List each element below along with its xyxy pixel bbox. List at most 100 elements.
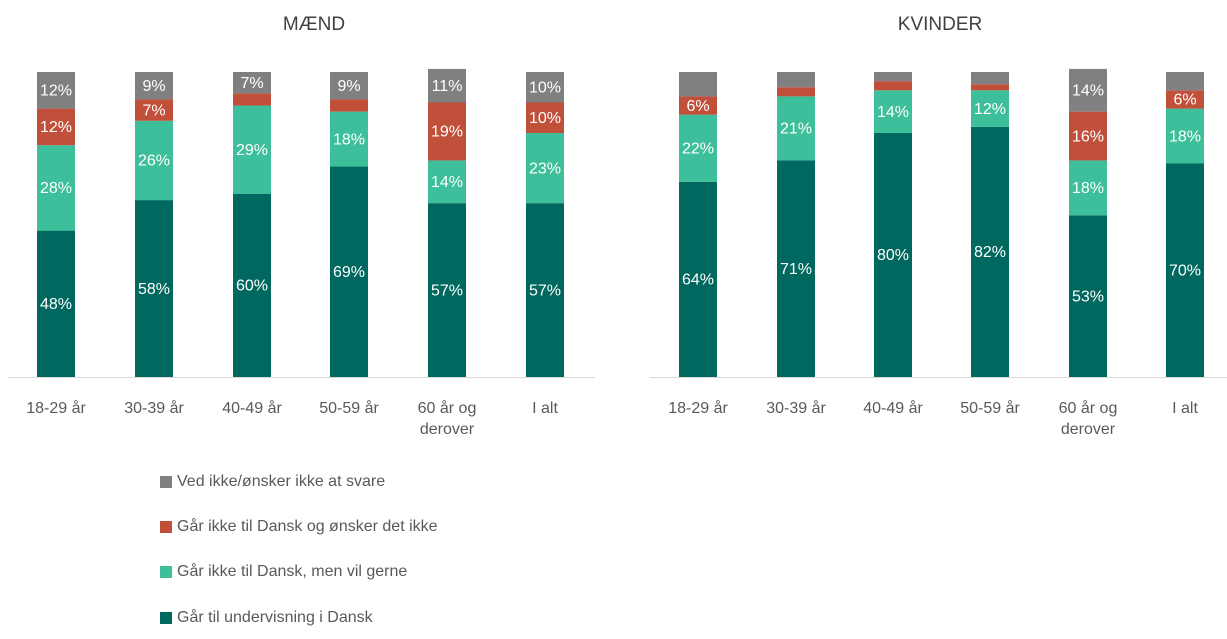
legend-label: Går ikke til Dansk, men vil gerne [177,563,408,580]
x-tick-label: 40-49 år [863,400,923,417]
bar-segment [874,133,912,377]
bar-segment [233,72,271,94]
x-tick-label: 18-29 år [26,400,86,417]
data-label: 60% [236,278,268,295]
bar-segment [526,72,564,103]
legend-label: Ved ikke/ønsker ikke at svare [177,473,386,490]
data-label: 23% [529,160,561,177]
data-label: 57% [431,282,463,299]
data-label: 14% [1072,83,1104,100]
bar-segment [135,120,173,201]
bar-segment [1166,72,1204,91]
bar-segment [233,194,271,377]
data-label: 48% [40,296,72,313]
bar-segment [874,90,912,133]
bar-segment [428,102,466,161]
bar-segment [1166,108,1204,164]
legend-swatch [160,521,172,533]
data-label: 11% [432,78,463,95]
data-label: 58% [138,281,170,298]
bar-segment [330,111,368,167]
bar-segment [679,181,717,377]
bar-segment [526,102,564,133]
bar-segment [233,93,271,106]
data-label: 80% [877,247,909,264]
bar-segment [1069,215,1107,377]
bar-segment [37,72,75,109]
bar-segment [777,87,815,97]
x-tick-label: 60 år og derover [1058,400,1118,438]
bar-segment [135,200,173,377]
bar-segment [971,72,1009,85]
data-label: 21% [780,121,812,138]
data-label: 14% [431,174,463,191]
legend-swatch [160,612,172,624]
bar-segment [679,96,717,115]
data-label: 6% [686,98,709,115]
x-tick-label: 60 år og derover [417,400,477,438]
data-label: 9% [337,78,360,95]
bar-segment [330,72,368,100]
x-tick-label: I alt [532,400,558,417]
data-label: 82% [974,244,1006,261]
data-label: 12% [40,119,72,136]
bar-segment [37,145,75,231]
bar-segment [135,99,173,121]
legend-label: Går til undervisning i Dansk [177,609,373,626]
x-tick-label: 30-39 år [766,400,826,417]
data-label: 18% [1169,128,1201,145]
bar-segment [1166,90,1204,109]
bar-segment [1069,111,1107,161]
bar-segment [971,84,1009,91]
data-label: 28% [40,180,72,197]
data-label: 29% [236,142,268,159]
data-label: 19% [431,124,463,141]
legend-swatch [160,476,172,488]
bar-segment [971,90,1009,127]
bar-segment [428,68,466,103]
bar-segment [679,114,717,182]
bar-segment [135,72,173,100]
x-tick-label: 40-49 år [222,400,282,417]
bar-segment [428,160,466,204]
bar-segment [330,99,368,112]
bar-segment [526,203,564,377]
x-tick-label: 50-59 år [960,400,1020,417]
legend-item: Går til undervisning i Dansk [160,609,373,627]
x-tick-label: 30-39 år [124,400,184,417]
bar-segment [679,72,717,97]
data-label: 64% [682,272,714,289]
bar-segment [1069,68,1107,112]
legend-item: Ved ikke/ønsker ikke at svare [160,473,385,491]
bar-segment [428,203,466,377]
data-label: 18% [1072,180,1104,197]
data-label: 71% [780,261,812,278]
data-label: 69% [333,264,365,281]
chart-title: MÆND [282,14,346,35]
legend-item: Går ikke til Dansk og ønsker det ikke [160,518,438,536]
data-label: 18% [333,131,365,148]
bar-segment [233,105,271,194]
bar-segment [777,160,815,377]
bar-segment [37,108,75,146]
data-label: 6% [1173,92,1196,109]
x-tick-label: 18-29 år [668,400,728,417]
data-label: 10% [529,79,561,96]
legend-label: Går ikke til Dansk og ønsker det ikke [177,518,438,535]
data-label: 12% [974,101,1006,118]
data-label: 53% [1072,288,1104,305]
chart-title: KVINDER [897,14,983,35]
data-label: 7% [240,75,263,92]
bar-segment [874,72,912,82]
bar-segment [874,81,912,91]
bar-segment [330,166,368,377]
data-label: 10% [529,110,561,127]
bar-segment [526,133,564,204]
bar-segment [37,230,75,377]
bar-segment [1166,163,1204,377]
data-label: 26% [138,153,170,170]
data-label: 7% [142,102,165,119]
legend-swatch [160,566,172,578]
